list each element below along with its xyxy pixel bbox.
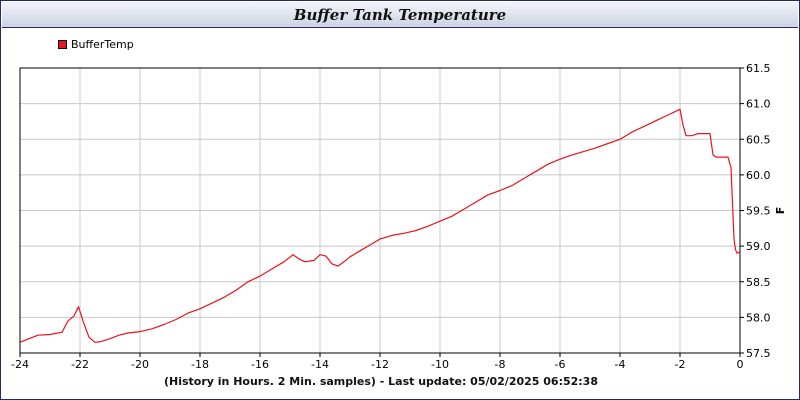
legend-label-buffertemp: BufferTemp <box>71 38 134 51</box>
x-tick-label: -18 <box>191 358 209 371</box>
x-tick-label: -8 <box>495 358 506 371</box>
x-tick-label: -2 <box>675 358 686 371</box>
x-tick-label: -14 <box>311 358 329 371</box>
x-tick-label: -22 <box>71 358 89 371</box>
chart-title: Buffer Tank Temperature <box>293 5 507 24</box>
y-tick-label: 61.5 <box>746 62 771 75</box>
y-tick-label: 58.0 <box>746 311 771 324</box>
series-line-buffertemp <box>19 108 741 343</box>
footer-caption: (History in Hours. 2 Min. samples) - Las… <box>163 375 598 388</box>
x-tick-label: -24 <box>11 358 29 371</box>
y-tick-label: 61.0 <box>746 98 771 111</box>
x-tick-label: -10 <box>431 358 449 371</box>
x-tick-label: 0 <box>737 358 744 371</box>
legend: BufferTemp <box>58 38 134 51</box>
x-tick-label: -16 <box>251 358 269 371</box>
x-tick-label: -12 <box>371 358 389 371</box>
x-tick-label: -4 <box>615 358 626 371</box>
y-tick-label: 60.0 <box>746 169 771 182</box>
x-tick-label: -6 <box>555 358 566 371</box>
y-tick-label: 57.5 <box>746 347 771 360</box>
x-tick-label: -20 <box>131 358 149 371</box>
y-tick-label: 58.5 <box>746 276 771 289</box>
y-tick-label: 59.5 <box>746 205 771 218</box>
y-tick-label: 60.5 <box>746 133 771 146</box>
legend-swatch-buffertemp <box>58 40 67 49</box>
y-axis-label: F <box>774 207 787 215</box>
title-bar: Buffer Tank Temperature <box>2 2 798 28</box>
y-tick-label: 59.0 <box>746 240 771 253</box>
